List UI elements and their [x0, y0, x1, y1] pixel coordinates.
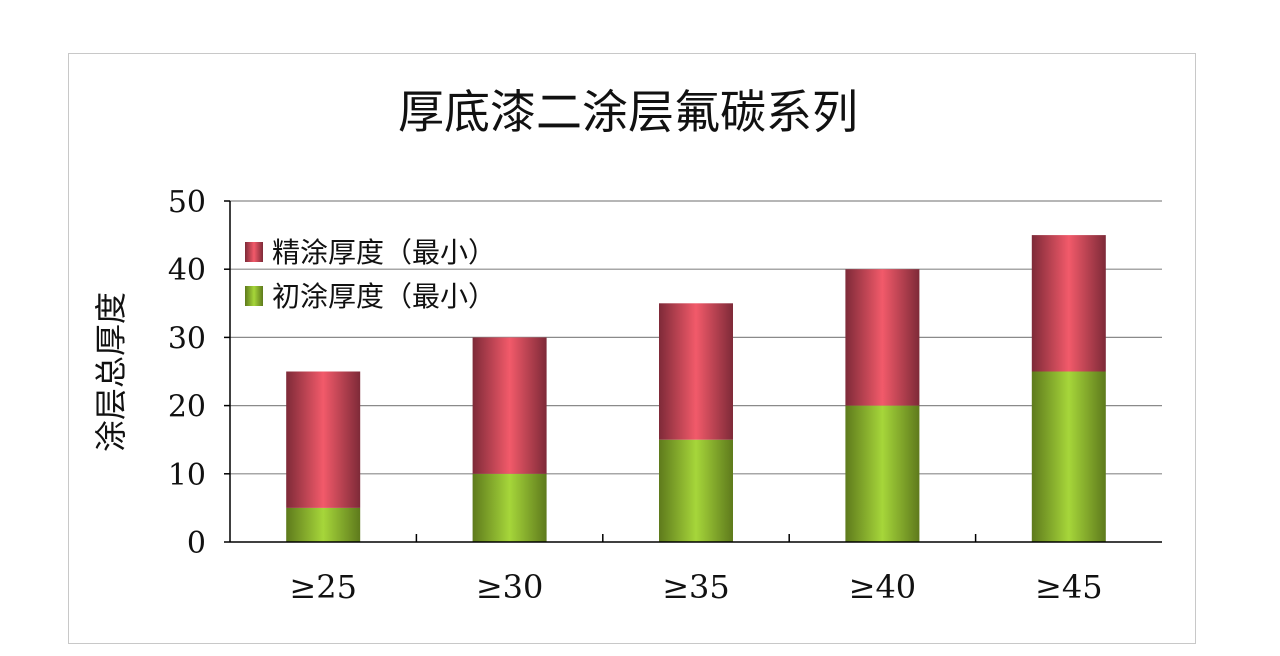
legend-swatch	[245, 242, 263, 262]
x-tick-label: ≥25	[289, 568, 357, 606]
bar-base-coat	[845, 405, 920, 542]
bar-base-coat	[1031, 371, 1106, 542]
chart-title: 厚底漆二涂层氟碳系列	[398, 85, 858, 139]
legend-label: 初涂厚度（最小）	[272, 280, 496, 313]
chart-frame	[68, 53, 1196, 644]
bar-finish-coat	[472, 337, 547, 474]
x-tick-label: ≥30	[476, 568, 544, 606]
y-tick-label: 10	[168, 458, 206, 493]
legend-swatch	[245, 286, 263, 306]
bar-base-coat	[472, 473, 547, 542]
bar-finish-coat	[659, 303, 733, 440]
x-tick-label: ≥40	[849, 568, 917, 606]
y-tick-label: 0	[187, 526, 206, 561]
bar-finish-coat	[1031, 235, 1106, 372]
x-tick-label: ≥35	[662, 568, 730, 606]
x-tick-label: ≥45	[1035, 568, 1103, 606]
y-tick-label: 20	[168, 390, 206, 425]
y-tick-label: 40	[168, 253, 206, 288]
legend-label: 精涂厚度（最小）	[272, 236, 496, 269]
y-tick-label: 50	[168, 185, 206, 220]
y-tick-label: 30	[168, 321, 206, 356]
bar-base-coat	[286, 507, 361, 542]
y-axis-label: 涂层总厚度	[92, 292, 130, 452]
bar-finish-coat	[286, 371, 361, 508]
bar-base-coat	[659, 439, 733, 542]
bar-finish-coat	[845, 269, 920, 406]
